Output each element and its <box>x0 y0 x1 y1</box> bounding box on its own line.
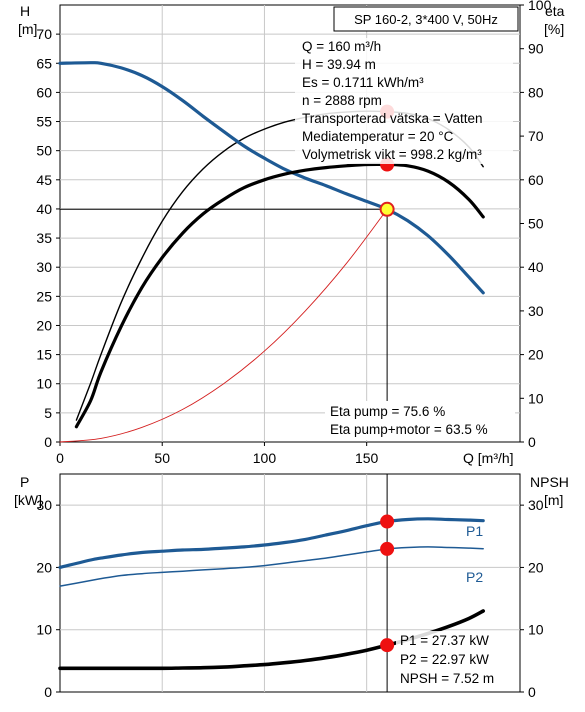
info-n: n = 2888 rpm <box>302 93 382 108</box>
duty-info: Q = 160 m³/h H = 39.94 m Es = 0.1711 kWh… <box>295 38 513 164</box>
info-liquid: Transporterad vätska = Vatten <box>302 111 482 126</box>
x-tick-label: 100 <box>253 450 277 466</box>
right-tick-label: 40 <box>528 259 544 275</box>
left-tick-label: 20 <box>36 559 52 575</box>
left-tick-label: 65 <box>36 55 52 71</box>
left-axis-unit: [m] <box>18 21 37 37</box>
right-tick-label: 60 <box>528 172 544 188</box>
right-axis-label: eta <box>545 3 565 19</box>
bottom-points <box>380 514 395 653</box>
power-axis-unit: [kW] <box>14 492 42 508</box>
right-tick-label: 0 <box>528 684 536 700</box>
left-tick-label: 35 <box>36 230 52 246</box>
right-axis-unit: [%] <box>544 21 564 37</box>
chart-title: SP 160-2, 3*400 V, 50Hz <box>354 12 498 27</box>
left-tick-label: 50 <box>36 143 52 159</box>
eta-total-text: Eta pump+motor = 63.5 % <box>330 422 488 437</box>
power-axis-label: P <box>20 474 29 490</box>
left-tick-label: 40 <box>36 201 52 217</box>
p1-value-text: P1 = 27.37 kW <box>400 633 489 648</box>
bottom-ticks: 0 10 20 30 0 10 20 30 <box>36 497 543 700</box>
eta-pump-text: Eta pump = 75.6 % <box>330 404 445 419</box>
p1-series-label: P1 <box>466 523 483 539</box>
npsh-axis-label: NPSH <box>530 474 569 490</box>
chart-title-box <box>333 6 519 32</box>
left-tick-label: 10 <box>36 622 52 638</box>
series-line-system-curve <box>59 208 388 443</box>
right-tick-label: 90 <box>528 41 544 57</box>
left-tick-label: 30 <box>36 259 52 275</box>
left-tick-label: 60 <box>36 84 52 100</box>
npsh-axis-unit: [m] <box>544 492 563 508</box>
left-tick-label: 55 <box>36 114 52 130</box>
x-tick-label: 150 <box>355 450 379 466</box>
x-tick-label: 0 <box>56 450 64 466</box>
left-tick-label: 20 <box>36 317 52 333</box>
top-ticks: 0 5 10 15 20 25 30 35 40 45 50 55 60 65 70 0 10 20 30 40 50 6… <box>36 0 551 466</box>
left-tick-label: 30 <box>36 497 52 513</box>
info-density: Volymetrisk vikt = 998.2 kg/m³ <box>302 147 482 162</box>
right-tick-label: 0 <box>528 434 536 450</box>
eta-info: Eta pump = 75.6 % Eta pump+motor = 63.5 … <box>325 401 515 440</box>
left-tick-label: 0 <box>44 684 52 700</box>
series-line-H <box>58 61 485 295</box>
right-tick-label: 100 <box>528 0 552 13</box>
right-tick-label: 70 <box>528 128 544 144</box>
info-temperature: Mediatemperatur = 20 °C <box>302 129 454 144</box>
left-axis-label: H <box>20 3 30 19</box>
p2-series-label: P2 <box>466 569 483 585</box>
right-tick-label: 30 <box>528 497 544 513</box>
info-es: Es = 0.1711 kWh/m³ <box>302 75 424 90</box>
right-tick-label: 10 <box>528 622 544 638</box>
left-tick-label: 5 <box>44 405 52 421</box>
p2-value-text: P2 = 22.97 kW <box>400 652 489 667</box>
left-tick-label: 70 <box>36 26 52 42</box>
power-info: P1 = 27.37 kW P2 = 22.97 kW NPSH = 7.52 … <box>396 631 515 689</box>
left-tick-label: 45 <box>36 172 52 188</box>
right-tick-label: 50 <box>528 216 544 232</box>
right-tick-label: 20 <box>528 347 544 363</box>
x-axis-label: Q [m³/h] <box>463 450 514 466</box>
series-line-P2 <box>59 546 484 587</box>
series-line-eta-pump-motor <box>74 162 485 429</box>
head-efficiency-panel: 0 5 10 15 20 25 30 35 40 45 50 55 60 65 70 0 10 20 30 40 50 6… <box>18 0 565 466</box>
info-h: H = 39.94 m <box>302 57 376 72</box>
left-tick-label: 25 <box>36 288 52 304</box>
power-npsh-panel: 0 10 20 30 0 10 20 30 P [kW] NPSH [m] P1 P2 P1 … <box>14 473 569 700</box>
right-tick-label: 80 <box>528 84 544 100</box>
operating-point-p2-point <box>380 541 395 556</box>
right-tick-label: 30 <box>528 303 544 319</box>
left-tick-label: 0 <box>44 434 52 450</box>
right-tick-label: 20 <box>528 559 544 575</box>
info-q: Q = 160 m³/h <box>302 39 381 54</box>
series-line-P1 <box>58 517 485 569</box>
duty-point-marker <box>379 201 395 217</box>
x-tick-label: 50 <box>154 450 170 466</box>
operating-point-npsh-point <box>380 638 395 653</box>
npsh-value-text: NPSH = 7.52 m <box>400 671 494 686</box>
left-tick-label: 15 <box>36 347 52 363</box>
operating-point-p1-point <box>380 514 395 529</box>
right-tick-label: 10 <box>528 390 544 406</box>
left-tick-label: 10 <box>36 376 52 392</box>
